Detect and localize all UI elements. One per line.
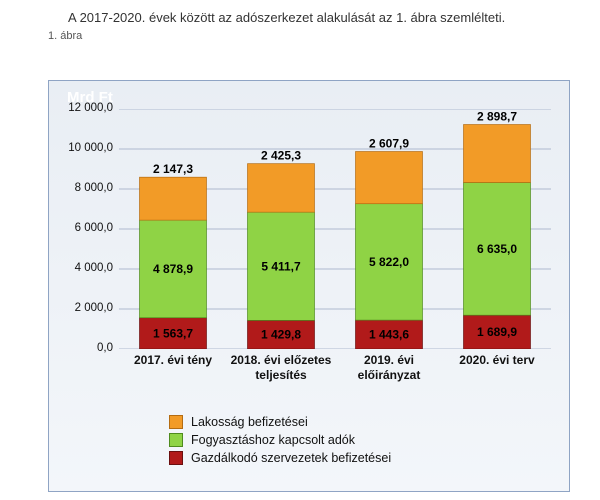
svg-text:2 607,9: 2 607,9 (369, 137, 409, 151)
figure-label: 1. ábra (0, 30, 600, 46)
legend-item: Gazdálkodó szervezetek befizetései (169, 451, 391, 465)
svg-text:2 147,3: 2 147,3 (153, 162, 193, 176)
legend-label: Fogyasztáshoz kapcsolt adók (191, 433, 355, 447)
y-tick: 10 000,0 (49, 142, 113, 154)
svg-text:2 898,7: 2 898,7 (477, 110, 517, 124)
legend-swatch (169, 415, 183, 429)
svg-text:5 411,7: 5 411,7 (261, 259, 301, 273)
y-tick: 4 000,0 (49, 262, 113, 274)
legend-label: Lakosság befizetései (191, 415, 308, 429)
y-tick: 2 000,0 (49, 302, 113, 314)
intro-text: A 2017-2020. évek között az adószerkezet… (0, 0, 600, 30)
svg-text:4 878,9: 4 878,9 (153, 262, 193, 276)
y-tick: 12 000,0 (49, 102, 113, 114)
svg-text:5 822,0: 5 822,0 (369, 255, 409, 269)
svg-text:1 429,8: 1 429,8 (261, 328, 301, 342)
svg-text:6 635,0: 6 635,0 (477, 242, 517, 256)
y-tick: 0,0 (49, 342, 113, 354)
legend: Lakosság befizetései Fogyasztáshoz kapcso… (169, 411, 391, 469)
tax-structure-chart: Mrd Ft 1 563,74 878,92 147,31 429,85 411… (48, 80, 570, 492)
svg-text:1 443,6: 1 443,6 (369, 328, 409, 342)
legend-swatch (169, 433, 183, 447)
legend-swatch (169, 451, 183, 465)
legend-item: Fogyasztáshoz kapcsolt adók (169, 433, 391, 447)
x-tick: 2019. évi előirányzat (335, 353, 443, 383)
legend-item: Lakosság befizetései (169, 415, 391, 429)
y-tick: 6 000,0 (49, 222, 113, 234)
plot-area: 1 563,7 4 878,9 2 147,3 1 429,8 5 411,7 2 425… (119, 109, 551, 349)
x-tick: 2017. évi tény (119, 353, 227, 368)
legend-label: Gazdálkodó szervezetek befizetései (191, 451, 391, 465)
svg-text:2 425,3: 2 425,3 (261, 149, 301, 163)
x-tick: 2018. évi előzetes teljesítés (227, 353, 335, 383)
svg-text:1 563,7: 1 563,7 (153, 326, 193, 340)
svg-text:1 689,9: 1 689,9 (477, 325, 517, 339)
y-tick: 8 000,0 (49, 182, 113, 194)
x-tick: 2020. évi terv (443, 353, 551, 368)
